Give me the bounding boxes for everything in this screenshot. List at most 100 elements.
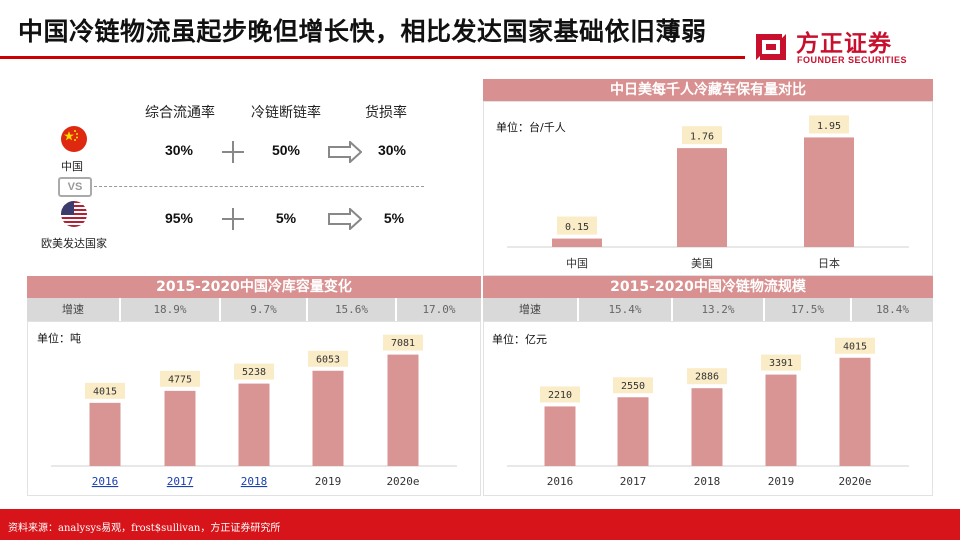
growth-value: 17.0%: [397, 298, 481, 321]
chart-cold-storage: 4015 2016 4775 2017 5238 2018 6053 2019 7081 2020…: [51, 334, 457, 488]
x-tick-label: 日本: [818, 256, 840, 270]
bar: [617, 397, 649, 466]
data-label-box: [809, 115, 849, 134]
x-tick-label: 2019: [768, 475, 795, 488]
x-tick-label: 美国: [691, 257, 713, 270]
country-label-developed: 欧美发达国家: [41, 237, 107, 250]
data-label-box: [383, 334, 423, 351]
header-chain-break-rate: 冷链断链率: [251, 105, 321, 121]
x-tick-label: 2016: [547, 475, 574, 488]
footer-source: 资料来源：analysys易观，frost$sullivan，方正证券研究所: [8, 523, 281, 534]
chart-reefer-trucks: 0.15 中国 1.76 美国 1.95 日本: [507, 115, 909, 270]
data-label: 0.15: [565, 222, 589, 233]
growth-value: 13.2%: [673, 298, 765, 321]
title-divider: [0, 56, 745, 59]
developed-chain-break-rate: 5%: [275, 210, 297, 226]
data-label-box: [85, 382, 125, 399]
bar: [312, 370, 344, 466]
data-label: 4015: [93, 386, 117, 397]
bar: [164, 390, 196, 466]
x-tick-link[interactable]: 2016: [92, 475, 119, 488]
data-label-box: [160, 370, 200, 387]
data-label-box: [835, 337, 875, 354]
data-label: 7081: [391, 338, 415, 349]
growth-label: 增速: [483, 298, 579, 321]
growth-value: 18.4%: [852, 298, 933, 321]
data-label: 1.95: [817, 121, 841, 132]
x-tick-link[interactable]: 2017: [167, 475, 194, 488]
growth-label: 增速: [27, 298, 121, 321]
chart-title-logistics-scale: 2015-2020中国冷链物流规模: [483, 276, 933, 298]
data-label-box: [308, 350, 348, 367]
bar: [544, 406, 576, 466]
bar: [691, 388, 723, 466]
bar: [765, 374, 797, 466]
china-loss-rate: 30%: [377, 142, 407, 158]
x-tick-label: 2020e: [838, 475, 871, 488]
data-label: 2210: [548, 390, 572, 401]
chart-title-cold-storage: 2015-2020中国冷库容量变化: [27, 276, 481, 298]
chart-title-reefer-trucks: 中日美每千人冷藏车保有量对比: [483, 79, 933, 101]
data-label: 5238: [242, 367, 266, 378]
country-label-china: 中国: [61, 160, 83, 173]
footer-bar: [0, 509, 960, 540]
x-tick-label: 2017: [620, 475, 647, 488]
data-label: 6053: [316, 354, 340, 365]
growth-value: 18.9%: [121, 298, 221, 321]
company-logo: 方正证券 FOUNDER SECURITIES: [752, 24, 952, 70]
data-label: 4775: [168, 374, 192, 385]
data-label-box: [557, 216, 597, 235]
vs-divider: [94, 186, 424, 187]
data-label: 3391: [769, 358, 793, 369]
data-label-box: [234, 363, 274, 380]
data-label: 1.76: [690, 132, 714, 143]
x-tick-label: 中国: [566, 257, 588, 270]
bar: [552, 238, 602, 247]
x-tick-label: 2018: [694, 475, 721, 488]
data-label: 2550: [621, 381, 645, 392]
bar: [387, 354, 419, 466]
growth-value: 15.6%: [308, 298, 397, 321]
chart-frame-reefer-trucks: [483, 101, 933, 276]
developed-circulation-rate: 95%: [164, 210, 194, 226]
plus-icon: [222, 141, 244, 163]
data-label-box: [687, 368, 727, 385]
chart-unit-reefer-trucks: 单位：台/千人: [496, 121, 566, 134]
data-label-box: [682, 126, 722, 145]
chart-frame-logistics-scale: [483, 321, 933, 496]
arrow-right-icon: [328, 141, 362, 163]
growth-row-cold-storage: 增速 18.9% 9.7% 15.6% 17.0%: [27, 298, 481, 321]
logo-text-cn: 方正证券: [796, 31, 892, 57]
bar: [677, 148, 727, 247]
china-circulation-rate: 30%: [164, 142, 194, 158]
logo-text-en: FOUNDER SECURITIES: [797, 55, 908, 65]
data-label: 2886: [695, 372, 719, 383]
growth-value: 17.5%: [765, 298, 852, 321]
chart-unit-logistics-scale: 单位：亿元: [492, 333, 547, 346]
x-tick-label: 2019: [315, 475, 342, 488]
plus-icon: [222, 208, 244, 230]
bar: [238, 383, 270, 466]
developed-loss-rate: 5%: [383, 210, 405, 226]
china-flag-icon: [61, 126, 87, 152]
bar: [839, 357, 871, 466]
bar: [89, 402, 121, 466]
header-circulation-rate: 综合流通率: [145, 105, 215, 121]
data-label-box: [540, 386, 580, 403]
usa-flag-icon: [61, 201, 87, 227]
growth-row-logistics-scale: 增速 15.4% 13.2% 17.5% 18.4%: [483, 298, 933, 321]
founder-logo-icon: [756, 34, 786, 60]
chart-logistics-scale: 2210 2016 2550 2017 2886 2018 3391 2019 4015 2020…: [507, 337, 909, 488]
page-title: 中国冷链物流虽起步晚但增长快，相比发达国家基础依旧薄弱: [18, 17, 707, 46]
growth-value: 9.7%: [221, 298, 308, 321]
arrow-right-icon: [328, 208, 362, 230]
chart-frame-cold-storage: [27, 321, 481, 496]
vs-badge: VS: [58, 177, 92, 197]
china-chain-break-rate: 50%: [271, 142, 301, 158]
growth-value: 15.4%: [579, 298, 673, 321]
x-tick-link[interactable]: 2018: [241, 475, 268, 488]
data-label: 4015: [843, 341, 867, 352]
data-label-box: [613, 377, 653, 394]
data-label-box: [761, 354, 801, 371]
bar: [804, 137, 854, 247]
